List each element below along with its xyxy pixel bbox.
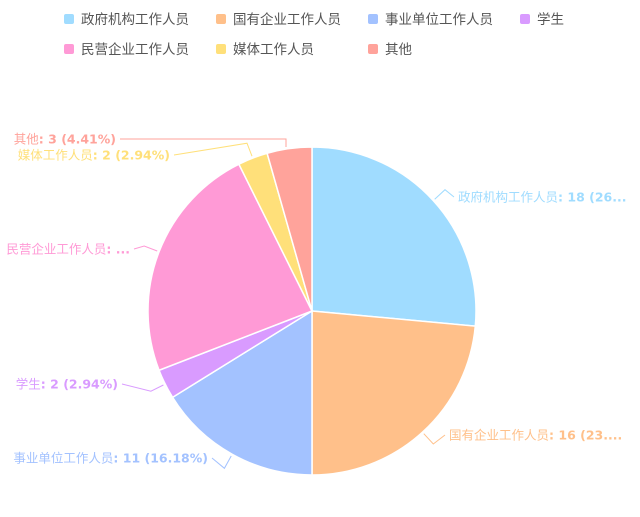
legend-item[interactable]: 媒体工作人员 [216, 42, 314, 58]
pie-slice[interactable] [311, 310, 477, 476]
slice-label: 其他: 3 (4.41%) [14, 132, 116, 147]
pie-slice[interactable] [311, 146, 477, 327]
pie-slice[interactable] [171, 309, 313, 476]
pie-slices [147, 146, 477, 476]
legend-label: 国有企业工作人员 [233, 11, 341, 28]
legend-item[interactable]: 政府机构工作人员 [64, 12, 189, 28]
slice-label: 民营企业工作人员: ... [6, 242, 130, 257]
pie-slice[interactable] [266, 146, 313, 312]
leader-line [121, 383, 164, 392]
legend-swatch [368, 14, 378, 24]
slice-label: 事业单位工作人员: 11 (16.18%) [13, 451, 208, 466]
legend-swatch [64, 14, 74, 24]
slice-labels: 政府机构工作人员: 18 (26... 国有企业工作人员: 16 (23.... 事… [6, 132, 626, 470]
leader-line [120, 138, 287, 147]
legend-swatch [520, 14, 530, 24]
legend-item[interactable]: 事业单位工作人员 [368, 12, 493, 28]
slice-label: 媒体工作人员: 2 (2.94%) [18, 148, 170, 163]
leader-line [211, 455, 232, 470]
slice-label: 学生: 2 (2.94%) [16, 377, 118, 392]
legend-swatch [216, 14, 226, 24]
legend-item[interactable]: 民营企业工作人员 [64, 41, 189, 58]
leader-line [173, 142, 253, 157]
legend-label: 政府机构工作人员 [81, 12, 189, 28]
legend-label: 学生 [537, 12, 564, 28]
legend-label: 民营企业工作人员 [81, 41, 189, 58]
legend-swatch [64, 44, 74, 54]
leader-line [133, 245, 158, 252]
legend-item[interactable]: 学生 [520, 12, 564, 28]
legend-swatch [216, 44, 226, 54]
legend-label: 事业单位工作人员 [385, 12, 493, 28]
pie-slice[interactable] [147, 163, 314, 372]
slice-label: 国有企业工作人员: 16 (23.... [449, 428, 622, 443]
legend-label: 其他 [385, 42, 412, 58]
leader-line [434, 189, 455, 200]
legend-label: 媒体工作人员 [233, 42, 314, 58]
leader-line [423, 433, 446, 445]
legend-item[interactable]: 国有企业工作人员 [216, 11, 341, 28]
legend-item[interactable]: 其他 [368, 42, 412, 58]
slice-label: 政府机构工作人员: 18 (26... [458, 190, 626, 205]
legend-swatch [368, 44, 378, 54]
